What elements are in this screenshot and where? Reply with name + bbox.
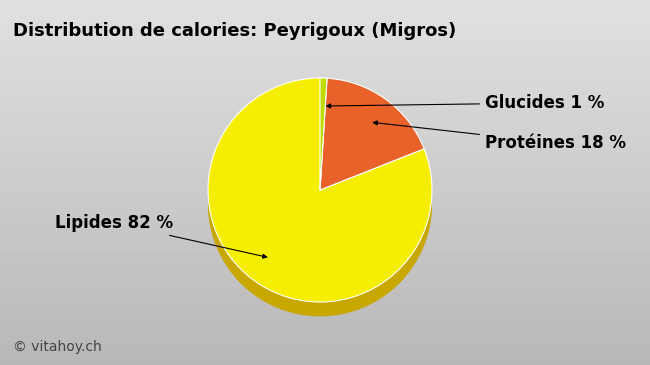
Wedge shape	[320, 78, 424, 190]
Text: Protéines 18 %: Protéines 18 %	[373, 121, 626, 152]
Text: Glucides 1 %: Glucides 1 %	[327, 94, 604, 112]
Wedge shape	[208, 199, 432, 311]
Wedge shape	[208, 204, 432, 316]
Wedge shape	[208, 203, 432, 315]
Wedge shape	[208, 195, 432, 307]
Wedge shape	[208, 197, 432, 309]
Text: Distribution de calories: Peyrigoux (Migros): Distribution de calories: Peyrigoux (Mig…	[13, 22, 456, 40]
Wedge shape	[320, 78, 327, 190]
Wedge shape	[208, 192, 432, 304]
Text: Lipides 82 %: Lipides 82 %	[55, 214, 266, 258]
Text: © vitahoy.ch: © vitahoy.ch	[13, 340, 102, 354]
Wedge shape	[208, 193, 432, 306]
Wedge shape	[208, 201, 432, 313]
Wedge shape	[208, 78, 432, 302]
